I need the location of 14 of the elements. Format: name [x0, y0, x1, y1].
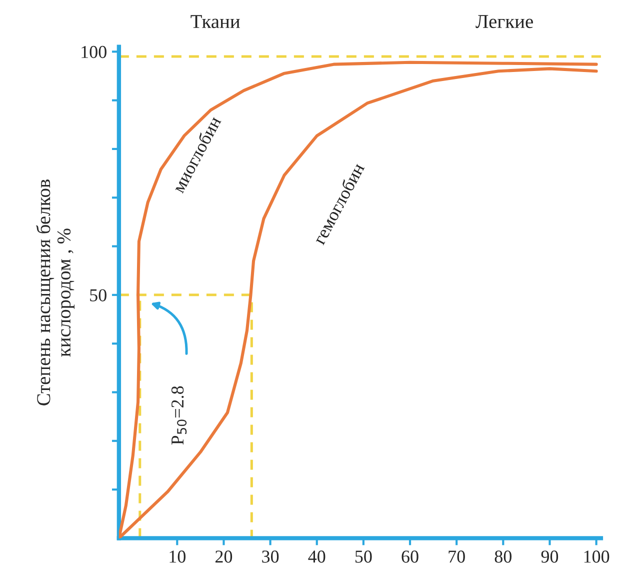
x-tick-label: 80 [494, 550, 512, 563]
x-tick-label: 70 [448, 550, 465, 563]
x-tick-label: 90 [541, 550, 558, 563]
y-axis-title: Степень насыщения белков кислородом , % [36, 180, 74, 406]
text: Легкие [476, 15, 533, 28]
x-tick-label: 100 [584, 550, 610, 563]
text: Ткани [190, 15, 240, 28]
x-tick-label: 30 [262, 550, 279, 563]
x-tick-label: 60 [402, 550, 418, 563]
x-tick-label: 50 [355, 550, 372, 563]
annotation: P$_{50}$=2.8 [171, 386, 187, 445]
x-tick-label: 20 [215, 550, 232, 563]
x-tick-label: 40 [308, 550, 326, 563]
x-tick-label: 10 [170, 550, 186, 563]
